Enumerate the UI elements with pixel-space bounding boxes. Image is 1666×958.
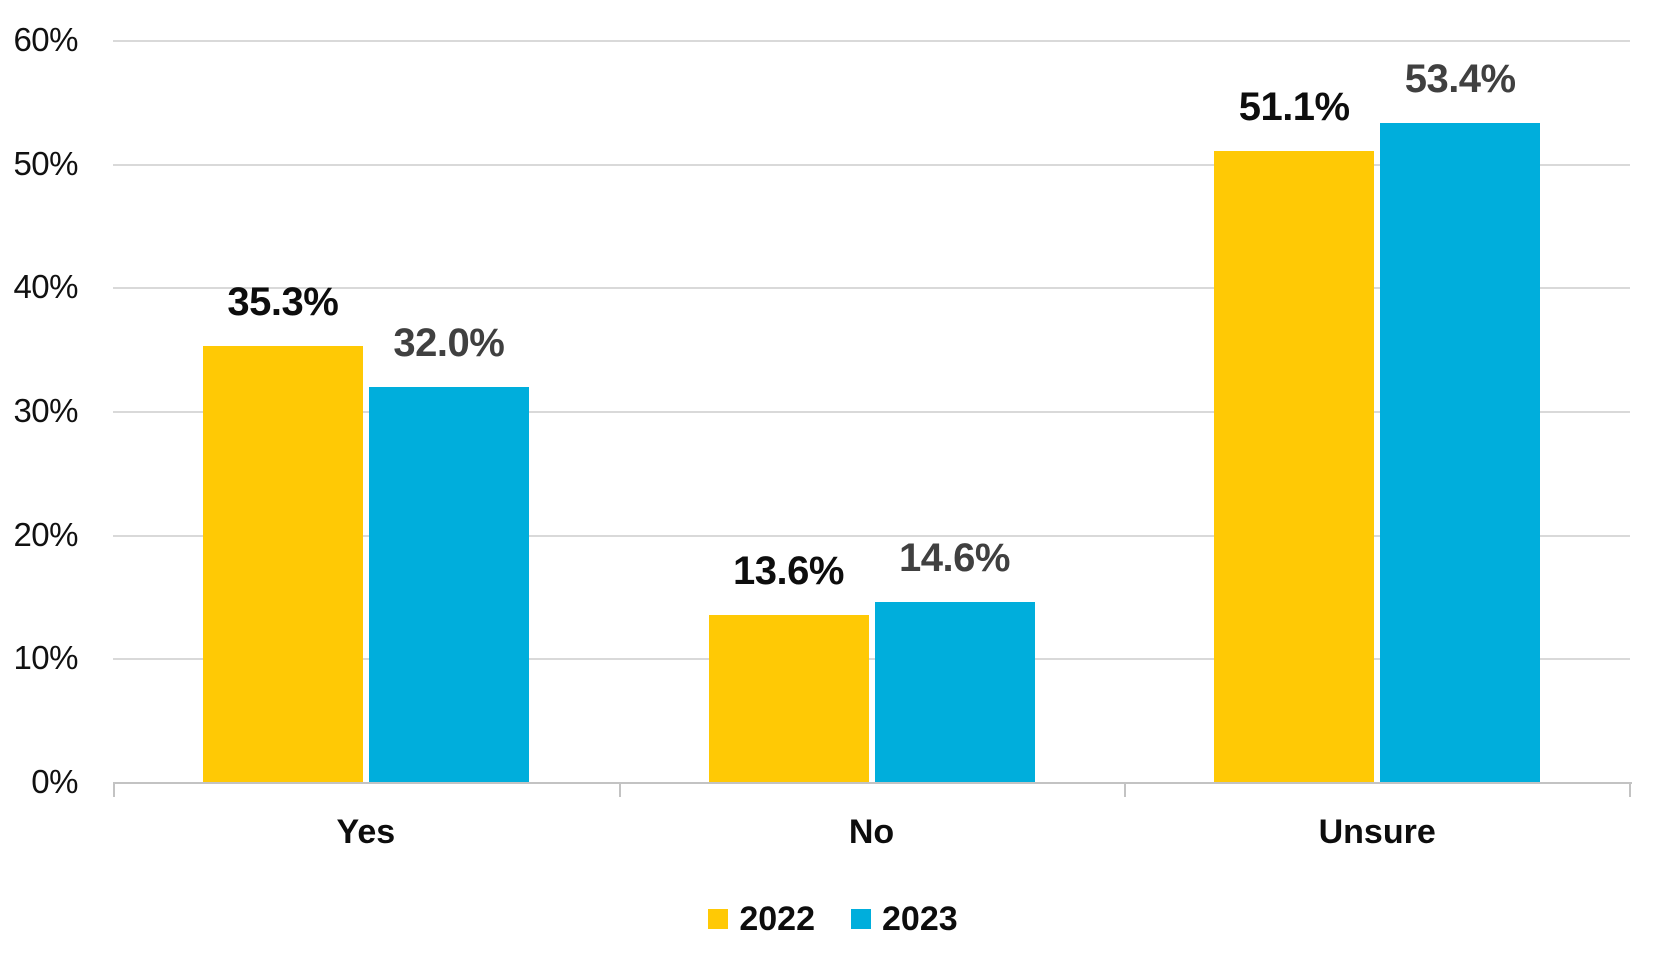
y-axis-tick-label: 60% [13,21,78,58]
x-axis-tick [1629,782,1631,797]
bar-value-label: 32.0% [393,321,505,366]
legend-swatch-2023 [851,909,871,929]
legend-label: 2022 [739,900,815,938]
y-axis-tick-label: 0% [31,763,78,800]
category-label-yes: Yes [336,813,396,851]
y-axis-tick-label: 50% [13,144,78,182]
legend-item-2023: 2023 [851,899,958,939]
bar-value-label: 51.1% [1238,85,1350,130]
y-axis-tick-label: 20% [13,515,78,553]
bar-2023-unsure [1380,122,1541,783]
legend-item-2022: 2022 [708,899,815,939]
bar-2023-no [874,602,1035,783]
bar-value-label: 53.4% [1404,56,1516,101]
legend-label: 2023 [882,900,958,938]
category-label-no: No [848,813,895,851]
bar-2022-no [708,614,869,783]
x-axis-tick [113,782,115,797]
x-axis-line [113,782,1632,784]
y-axis-tick-label: 10% [13,639,78,677]
category-label-unsure: Unsure [1318,813,1436,851]
gridline [113,287,1630,290]
bar-2022-unsure [1214,151,1375,783]
gridline [113,411,1630,413]
bar-value-label: 13.6% [733,548,844,593]
bar-value-label: 14.6% [899,536,1010,581]
x-axis-tick [618,782,621,797]
gridline [113,658,1630,661]
bar-2023-yes [368,387,529,783]
gridline [113,534,1630,537]
y-axis-tick-label: 30% [13,392,78,429]
gridline [113,163,1630,166]
bar-2022-yes [202,346,363,783]
x-axis-tick [1124,782,1127,797]
bar-value-label: 35.3% [227,280,339,325]
legend-swatch-2022 [708,909,729,929]
gridline [113,40,1630,42]
legend: 2022 2023 [0,897,1666,941]
y-axis-tick-label: 40% [13,268,78,306]
